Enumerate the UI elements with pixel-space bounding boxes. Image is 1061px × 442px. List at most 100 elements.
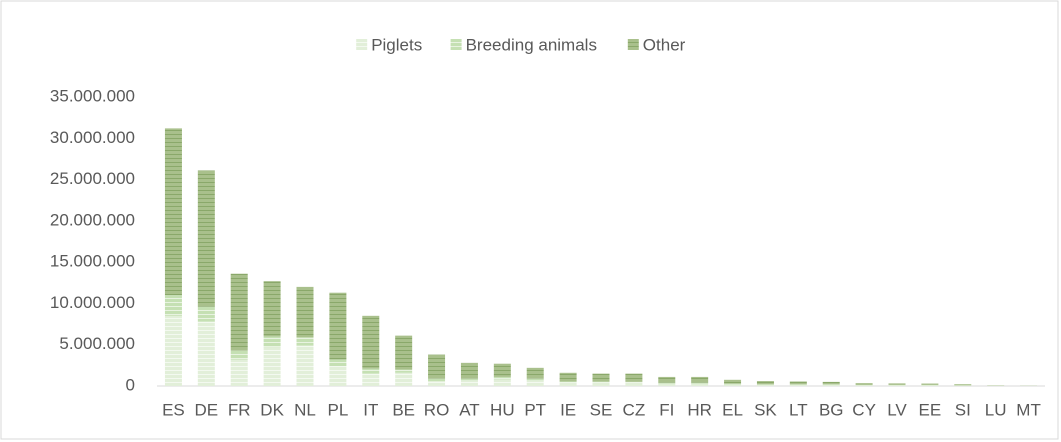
bar-segment (460, 380, 478, 386)
x-tick-label: SI (955, 400, 971, 419)
x-tick-label: LU (985, 400, 1007, 419)
legend-swatch (356, 39, 368, 50)
bar-segment (230, 350, 248, 360)
bar-segment (428, 378, 446, 382)
bar-segment (526, 367, 544, 379)
x-tick-label: LT (789, 400, 808, 419)
x-tick-label: HU (490, 400, 515, 419)
bar-segment (395, 372, 413, 386)
x-tick-label: FR (228, 400, 251, 419)
bar-segment (592, 381, 610, 383)
bar-segment (691, 382, 709, 384)
legend-label: Breeding animals (466, 35, 597, 54)
bar-segment (164, 295, 182, 316)
bar-segment (263, 336, 281, 348)
x-tick-label: MT (1016, 400, 1041, 419)
x-tick-label: IT (363, 400, 378, 419)
bar-segment (822, 384, 840, 386)
bar-segment (724, 384, 742, 386)
y-tick-label: 5.000.000 (59, 334, 135, 353)
bar-segment (362, 368, 380, 374)
bar-segment (329, 292, 347, 360)
bar-segment (428, 354, 446, 379)
bar-segment (395, 369, 413, 373)
x-tick-label: LV (887, 400, 907, 419)
x-tick-label: IE (560, 400, 576, 419)
y-tick-label: 10.000.000 (50, 293, 135, 312)
bar-segment (230, 359, 248, 386)
bar-segment (724, 379, 742, 384)
bar-segment (559, 381, 577, 383)
bar-segment (691, 383, 709, 386)
bar-segment (822, 381, 840, 385)
bar-segment (493, 379, 511, 386)
bar-segment (329, 359, 347, 367)
bar-segment (789, 384, 807, 386)
bar-segment (921, 385, 939, 386)
x-tick-label: CZ (623, 400, 646, 419)
bar-segment (658, 383, 676, 386)
x-tick-label: BE (392, 400, 415, 419)
x-tick-label: PT (524, 400, 546, 419)
bar-segment (658, 382, 676, 384)
bar-segment (625, 382, 643, 386)
x-tick-label: BG (819, 400, 844, 419)
x-tick-label: DE (195, 400, 219, 419)
bar-segment (691, 376, 709, 383)
bar-segment (526, 378, 544, 381)
legend-label: Other (643, 35, 686, 54)
bar-segment (855, 383, 873, 385)
y-tick-label: 0 (126, 375, 135, 394)
x-tick-label: ES (162, 400, 185, 419)
bar-segment (954, 384, 972, 386)
bar-segment (756, 384, 774, 386)
bar-segment (197, 170, 215, 307)
y-tick-label: 25.000.000 (50, 169, 135, 188)
bar-segment (329, 366, 347, 386)
x-tick-label: RO (424, 400, 450, 419)
bar-segment (460, 362, 478, 379)
bar-segment (263, 347, 281, 386)
bar-segment (197, 306, 215, 322)
legend-swatch (627, 39, 639, 50)
bar-segment (428, 381, 446, 386)
bar-segment (559, 382, 577, 386)
bar-segment (625, 381, 643, 383)
bar-segment (559, 372, 577, 382)
x-tick-label: NL (294, 400, 316, 419)
bar-segment (164, 315, 182, 386)
x-tick-label: SE (590, 400, 613, 419)
x-tick-label: DK (260, 400, 284, 419)
bar-segment (888, 385, 906, 386)
bar-segment (526, 380, 544, 386)
x-tick-label: CY (852, 400, 876, 419)
bar-segment (296, 286, 314, 338)
y-tick-label: 20.000.000 (50, 210, 135, 229)
bar-segment (296, 345, 314, 386)
bar-segment (756, 381, 774, 385)
y-tick-label: 30.000.000 (50, 128, 135, 147)
bar-segment (362, 373, 380, 386)
legend-swatch (450, 39, 462, 50)
bar-segment (625, 373, 643, 382)
y-tick-label: 35.000.000 (50, 86, 135, 105)
bar-segment (658, 376, 676, 383)
x-tick-label: AT (459, 400, 479, 419)
legend-label: Piglets (371, 35, 422, 54)
bar-segment (592, 382, 610, 386)
bar-segment (460, 378, 478, 381)
x-tick-label: EE (919, 400, 942, 419)
bar-segment (592, 373, 610, 382)
x-tick-label: FI (659, 400, 674, 419)
bar-segment (197, 321, 215, 386)
bar-segment (296, 337, 314, 346)
bar-segment (789, 381, 807, 385)
bar-segment (493, 363, 511, 377)
x-tick-label: EL (722, 400, 743, 419)
bar-segment (164, 128, 182, 296)
x-tick-label: PL (327, 400, 348, 419)
x-tick-label: SK (754, 400, 777, 419)
bar-segment (362, 315, 380, 369)
bar-segment (230, 273, 248, 351)
